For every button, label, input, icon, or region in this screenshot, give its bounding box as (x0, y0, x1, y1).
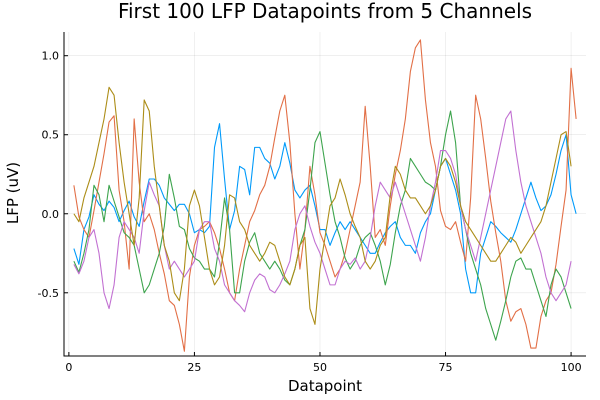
x-tick-label: 25 (187, 361, 201, 374)
y-tick-label: -0.5 (38, 287, 59, 300)
chart-title: First 100 LFP Datapoints from 5 Channels (118, 0, 532, 23)
series-line-3 (73, 110, 572, 341)
series-lines (73, 39, 577, 352)
x-axis-ticks: 0 25 50 75 100 (65, 352, 582, 374)
y-axis-ticks: -0.5 0.0 0.5 1.0 (38, 50, 68, 300)
y-tick-label: 0.0 (42, 208, 60, 221)
series-line-1 (73, 123, 577, 294)
series-line-4 (73, 110, 572, 313)
series-line-2 (73, 39, 577, 352)
x-tick-label: 75 (439, 361, 453, 374)
x-tick-label: 0 (65, 361, 72, 374)
y-tick-label: 1.0 (42, 50, 60, 63)
x-axis-label: Datapoint (288, 377, 362, 395)
axes (63, 32, 586, 357)
x-tick-label: 50 (313, 361, 327, 374)
y-axis-label: LFP (uV) (4, 162, 22, 224)
x-tick-label: 100 (561, 361, 582, 374)
y-tick-label: 0.5 (42, 129, 60, 142)
axes-frame (63, 32, 586, 357)
series-line-5 (73, 86, 572, 325)
